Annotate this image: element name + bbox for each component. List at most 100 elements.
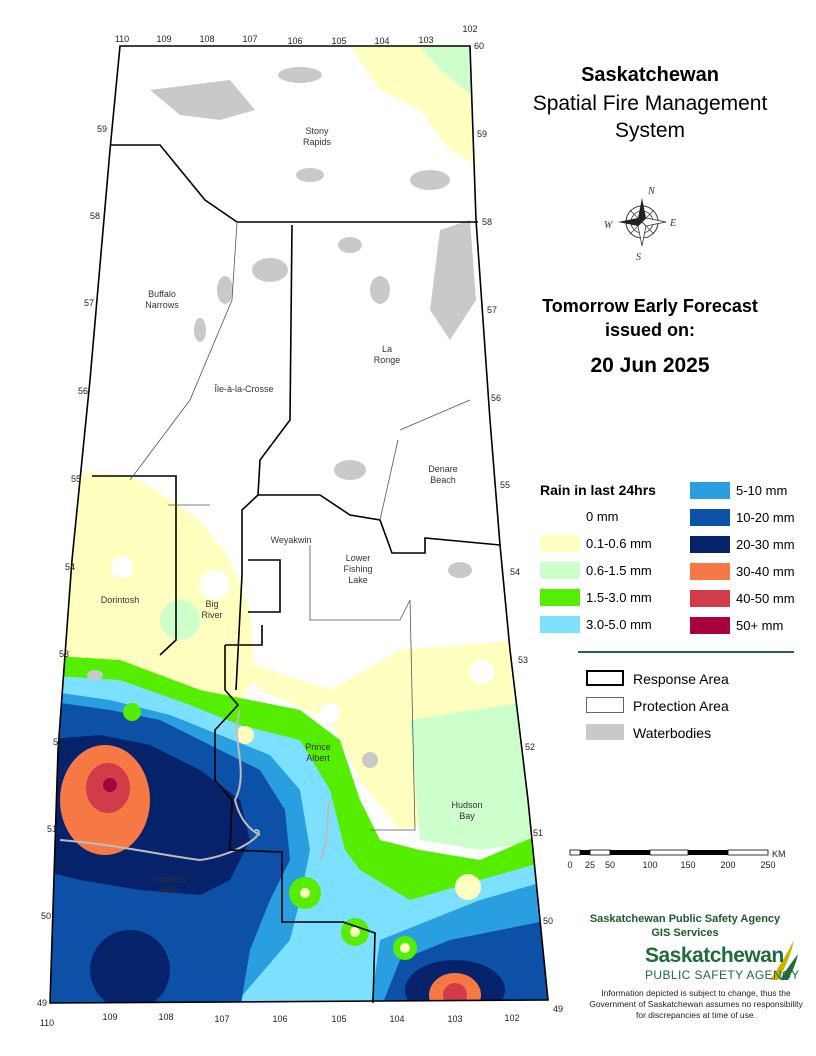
compass-rose-icon: N S E W xyxy=(604,186,676,263)
svg-text:105: 105 xyxy=(331,36,346,46)
svg-text:58: 58 xyxy=(90,211,100,221)
svg-text:105: 105 xyxy=(331,1014,346,1024)
label-weyakwin: Weyakwin xyxy=(271,535,312,545)
svg-text:55: 55 xyxy=(500,480,510,490)
svg-text:53: 53 xyxy=(518,655,528,665)
rain-legend-swatch xyxy=(540,508,580,525)
label-buffalo-narrows: Buffalo Narrows xyxy=(145,289,179,310)
map-title: Saskatchewan xyxy=(581,64,719,86)
scale-bar: 0 25 50 100 150 200 250 KM xyxy=(567,849,785,870)
rain-legend-label: 10-20 mm xyxy=(736,510,795,525)
label-big-river: Big River xyxy=(201,599,222,620)
svg-text:109: 109 xyxy=(156,34,171,44)
svg-text:49: 49 xyxy=(37,998,47,1008)
compass-n: N xyxy=(647,186,656,197)
label-lower-fishing-lake: Lower Fishing Lake xyxy=(343,553,372,585)
svg-text:56: 56 xyxy=(78,386,88,396)
response-area-swatch xyxy=(586,670,624,686)
svg-text:54: 54 xyxy=(510,567,520,577)
rain-legend-label: 0.1-0.6 mm xyxy=(586,536,652,551)
waterbodies-swatch xyxy=(586,724,624,740)
svg-text:59: 59 xyxy=(97,124,107,134)
svg-text:50: 50 xyxy=(41,911,51,921)
svg-text:104: 104 xyxy=(389,1014,404,1024)
rain-legend-label: 5-10 mm xyxy=(736,483,788,498)
rain-legend-swatch xyxy=(540,535,580,552)
svg-text:50: 50 xyxy=(543,916,553,926)
scale-tick-0: 0 xyxy=(567,860,572,870)
scale-unit: KM xyxy=(772,849,786,859)
svg-text:57: 57 xyxy=(84,298,94,308)
rain-legend-swatch xyxy=(690,509,730,526)
rain-legend-swatch xyxy=(540,562,580,579)
rain-legend-label: 30-40 mm xyxy=(736,564,795,579)
spsa-logo-icon xyxy=(770,940,798,980)
protection-area-swatch xyxy=(586,697,624,713)
svg-text:102: 102 xyxy=(504,1013,519,1023)
label-dorintosh: Dorintosh xyxy=(101,595,140,605)
svg-text:110: 110 xyxy=(40,1018,54,1028)
rain-legend-swatch xyxy=(540,589,580,606)
rain-legend-swatch xyxy=(690,617,730,634)
rain-legend-label: 1.5-3.0 mm xyxy=(586,590,652,605)
rain-legend-swatch xyxy=(540,616,580,633)
svg-text:109: 109 xyxy=(102,1012,117,1022)
scale-tick-250: 250 xyxy=(760,860,775,870)
svg-text:52: 52 xyxy=(53,737,63,747)
svg-text:57: 57 xyxy=(487,305,497,315)
logo-wordmark: Saskatchewan xyxy=(645,944,784,967)
map-subtitle: Spatial Fire Management System xyxy=(532,92,768,142)
svg-text:56: 56 xyxy=(491,393,501,403)
scale-tick-100: 100 xyxy=(642,860,657,870)
svg-text:49: 49 xyxy=(553,1004,563,1014)
compass-e: E xyxy=(669,218,676,229)
label-stony-rapids: Stony Rapids xyxy=(303,126,332,147)
agency-credit: Saskatchewan Public Safety Agency GIS Se… xyxy=(589,913,781,939)
svg-text:108: 108 xyxy=(158,1012,173,1022)
svg-text:54: 54 xyxy=(65,562,75,572)
forecast-heading: Tomorrow Early Forecast issued on: xyxy=(542,296,758,340)
svg-text:51: 51 xyxy=(47,824,57,834)
svg-text:53: 53 xyxy=(59,649,69,659)
svg-text:103: 103 xyxy=(418,35,433,45)
label-hudson-bay: Hudson Bay xyxy=(451,800,482,821)
scale-tick-25: 25 xyxy=(585,860,595,870)
rain-legend-label: 40-50 mm xyxy=(736,591,795,606)
svg-text:104: 104 xyxy=(374,36,389,46)
svg-text:107: 107 xyxy=(214,1014,229,1024)
label-ile-a-la-crosse: Île-à-la-Crosse xyxy=(213,384,273,394)
scale-tick-150: 150 xyxy=(680,860,695,870)
rain-legend-title: Rain in last 24hrs xyxy=(540,482,656,498)
protection-area-boundaries xyxy=(129,221,471,831)
rain-legend-swatch xyxy=(690,536,730,553)
svg-text:106: 106 xyxy=(272,1014,287,1024)
svg-text:52: 52 xyxy=(525,742,535,752)
svg-text:110: 110 xyxy=(115,34,129,44)
svg-text:103: 103 xyxy=(447,1014,462,1024)
province-boundary xyxy=(49,45,549,1004)
disclaimer: Information depicted is subject to chang… xyxy=(589,988,803,1020)
label-cypress-hills: Cypress Hills xyxy=(152,874,186,895)
rain-legend-label: 50+ mm xyxy=(736,618,784,633)
compass-s: S xyxy=(636,252,641,263)
response-area-boundaries xyxy=(92,144,501,1004)
svg-text:55: 55 xyxy=(71,474,81,484)
scale-tick-200: 200 xyxy=(720,860,735,870)
svg-text:107: 107 xyxy=(242,34,257,44)
rain-legend-label: 0.6-1.5 mm xyxy=(586,563,652,578)
svg-text:102: 102 xyxy=(462,24,477,34)
svg-text:60: 60 xyxy=(474,41,484,51)
forecast-date: 20 Jun 2025 xyxy=(590,354,710,377)
place-labels: Stony Rapids Buffalo Narrows Île-à-la-Cros… xyxy=(101,126,483,895)
rain-legend-label: 20-30 mm xyxy=(736,537,795,552)
label-la-ronge: La Ronge xyxy=(374,344,401,365)
svg-text:58: 58 xyxy=(482,217,492,227)
compass-w: W xyxy=(604,220,614,231)
svg-text:59: 59 xyxy=(477,129,487,139)
logo-subtext: PUBLIC SAFETY AGENCY xyxy=(645,968,800,982)
graticule-labels: 110 109 108 107 106 105 104 103 102 60 5… xyxy=(37,24,563,1028)
svg-text:106: 106 xyxy=(287,36,302,46)
label-prince-albert: Prince Albert xyxy=(305,742,331,763)
label-denare-beach: Denare Beach xyxy=(428,464,458,485)
